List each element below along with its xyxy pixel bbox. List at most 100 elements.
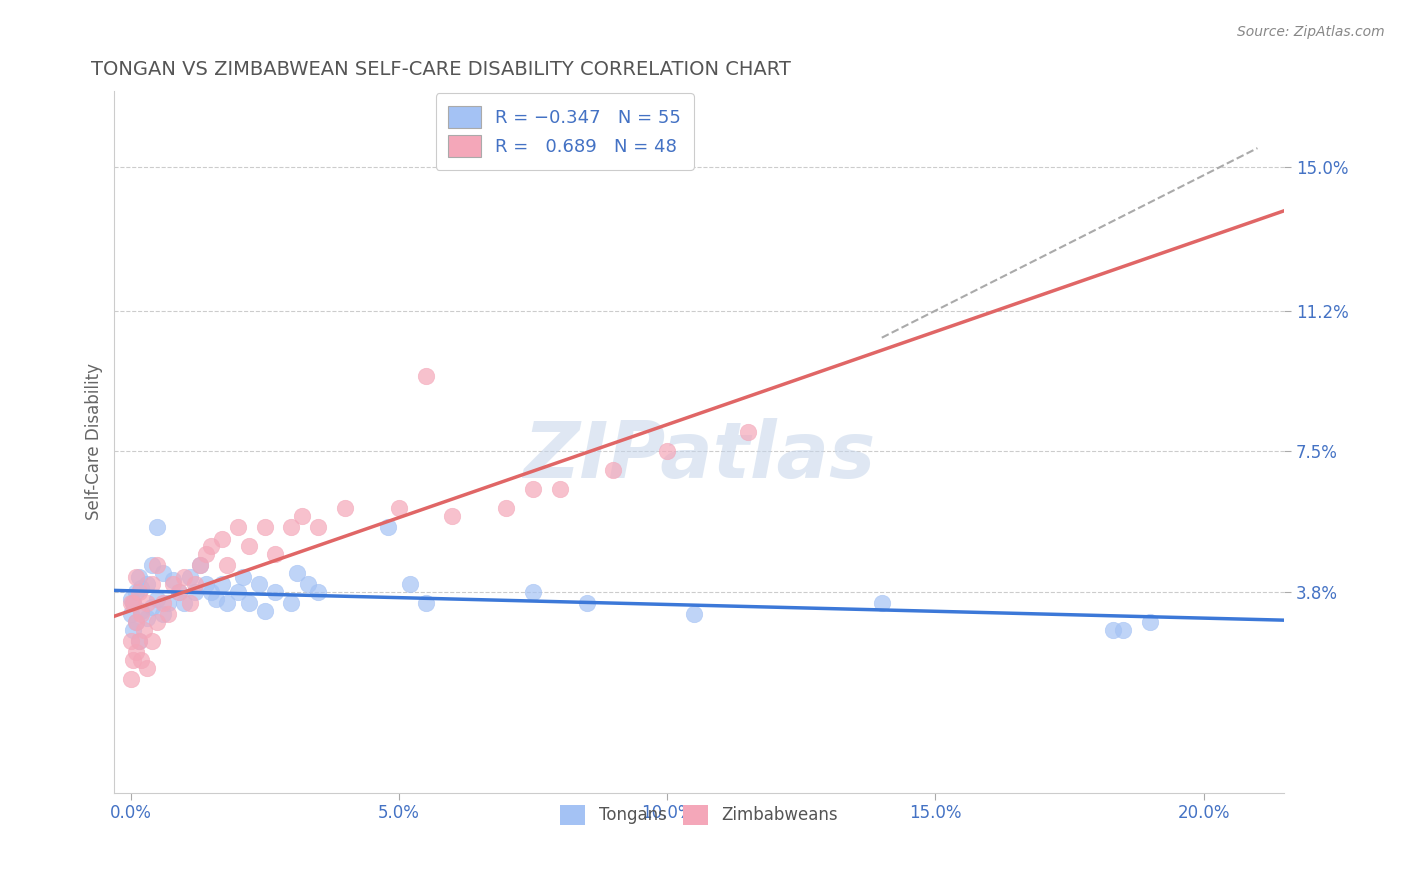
Point [129, 653, 152, 667]
Point [125, 584, 148, 599]
Point [173, 569, 195, 583]
Point [184, 577, 207, 591]
Point [125, 615, 148, 629]
Point [167, 584, 190, 599]
Point [128, 634, 150, 648]
Point [333, 501, 356, 516]
Point [415, 596, 437, 610]
Point [141, 558, 163, 573]
Point [141, 599, 163, 614]
Point [120, 592, 142, 607]
Point [205, 592, 228, 607]
Point [173, 596, 195, 610]
Point [120, 596, 142, 610]
Point [307, 584, 329, 599]
Point [122, 653, 145, 667]
Point [162, 574, 184, 588]
Point [135, 660, 157, 674]
Point [129, 604, 152, 618]
Point [1101, 623, 1123, 637]
Point [602, 463, 624, 477]
Point [120, 607, 142, 622]
Point [184, 584, 207, 599]
Point [280, 520, 302, 534]
Point [211, 577, 233, 591]
Text: ZIPatlas: ZIPatlas [523, 418, 876, 494]
Point [548, 483, 571, 497]
Point [211, 532, 233, 546]
Point [157, 607, 180, 622]
Point [122, 596, 145, 610]
Point [238, 596, 260, 610]
Point [522, 584, 544, 599]
Point [146, 520, 169, 534]
Point [179, 569, 201, 583]
Point [398, 577, 420, 591]
Point [152, 596, 174, 610]
Point [125, 615, 148, 629]
Point [129, 607, 152, 622]
Point [495, 501, 517, 516]
Point [285, 566, 308, 580]
Point [135, 611, 157, 625]
Legend: Tongans, Zimbabweans: Tongans, Zimbabweans [553, 797, 846, 833]
Point [264, 547, 287, 561]
Point [1139, 615, 1161, 629]
Point [200, 584, 222, 599]
Point [152, 566, 174, 580]
Point [297, 577, 319, 591]
Point [655, 444, 678, 458]
Point [253, 604, 276, 618]
Point [141, 634, 163, 648]
Point [217, 558, 239, 573]
Point [125, 569, 148, 583]
Point [120, 672, 142, 686]
Point [247, 577, 270, 591]
Point [737, 425, 759, 440]
Point [280, 596, 302, 610]
Point [141, 577, 163, 591]
Point [264, 584, 287, 599]
Point [129, 581, 152, 595]
Point [162, 577, 184, 591]
Point [217, 596, 239, 610]
Point [415, 368, 437, 383]
Point [441, 508, 464, 523]
Point [683, 607, 706, 622]
Point [388, 501, 411, 516]
Point [226, 584, 249, 599]
Point [226, 520, 249, 534]
Point [179, 596, 201, 610]
Point [135, 596, 157, 610]
Point [157, 596, 180, 610]
Point [128, 634, 150, 648]
Point [1112, 623, 1135, 637]
Point [194, 577, 217, 591]
Point [238, 539, 260, 553]
Point [188, 558, 211, 573]
Point [120, 634, 142, 648]
Point [132, 623, 155, 637]
Point [377, 520, 399, 534]
Point [307, 520, 329, 534]
Point [135, 577, 157, 591]
Point [146, 615, 169, 629]
Point [200, 539, 222, 553]
Point [253, 520, 276, 534]
Point [128, 569, 150, 583]
Point [128, 584, 150, 599]
Text: Source: ZipAtlas.com: Source: ZipAtlas.com [1237, 25, 1385, 39]
Point [194, 547, 217, 561]
Point [167, 584, 190, 599]
Point [188, 558, 211, 573]
Y-axis label: Self-Care Disability: Self-Care Disability [86, 363, 103, 520]
Text: TONGAN VS ZIMBABWEAN SELF-CARE DISABILITY CORRELATION CHART: TONGAN VS ZIMBABWEAN SELF-CARE DISABILIT… [91, 60, 792, 78]
Point [291, 508, 314, 523]
Point [232, 569, 254, 583]
Point [522, 483, 544, 497]
Point [152, 607, 174, 622]
Point [146, 558, 169, 573]
Point [146, 592, 169, 607]
Point [122, 623, 145, 637]
Point [122, 596, 145, 610]
